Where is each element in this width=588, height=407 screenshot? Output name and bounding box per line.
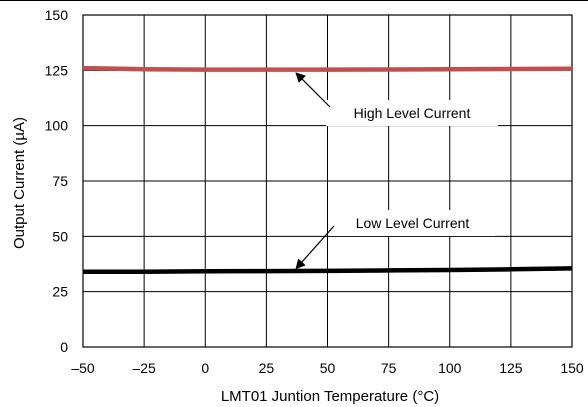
y-tick-label: 25 (52, 284, 68, 300)
y-tick-label: 75 (52, 173, 68, 189)
x-tick-label: 125 (499, 360, 523, 376)
annotations: High Level Current Low Level Current (295, 72, 498, 270)
x-tick-label: –50 (71, 360, 95, 376)
x-tick-label: –25 (132, 360, 156, 376)
high-level-current-label-box (326, 100, 498, 126)
x-tick-label: 0 (201, 360, 209, 376)
low-level-current-label: Low Level Current (356, 215, 470, 231)
y-tick-label: 100 (45, 118, 69, 134)
y-tick-label: 150 (45, 7, 69, 23)
x-tick-label: 150 (560, 360, 584, 376)
low-level-current-label-box (330, 210, 495, 236)
high-level-current-line (82, 65, 573, 72)
x-tick-label: 25 (259, 360, 275, 376)
y-tick-label: 0 (60, 339, 68, 355)
x-tick-label: 75 (381, 360, 397, 376)
y-tick-labels: 0 25 50 75 100 125 150 (45, 7, 69, 355)
y-tick-label: 50 (52, 228, 68, 244)
x-tick-label: 50 (320, 360, 336, 376)
plot-frame (82, 14, 573, 348)
low-level-current-line (83, 266, 573, 274)
x-tick-labels: –50 –25 0 25 50 75 100 125 150 (71, 360, 584, 376)
x-tick-label: 100 (438, 360, 462, 376)
grid (0, 0, 588, 348)
series-lines (82, 65, 573, 274)
y-tick-label: 125 (45, 62, 69, 78)
x-axis-title: LMT01 Juntion Temperature (°C) (221, 388, 439, 405)
high-level-current-label-arrow (295, 72, 331, 108)
low-level-current-label-arrow (295, 225, 335, 270)
high-level-current-label: High Level Current (354, 105, 471, 121)
y-axis-title: Output Current (µA) (11, 117, 28, 249)
